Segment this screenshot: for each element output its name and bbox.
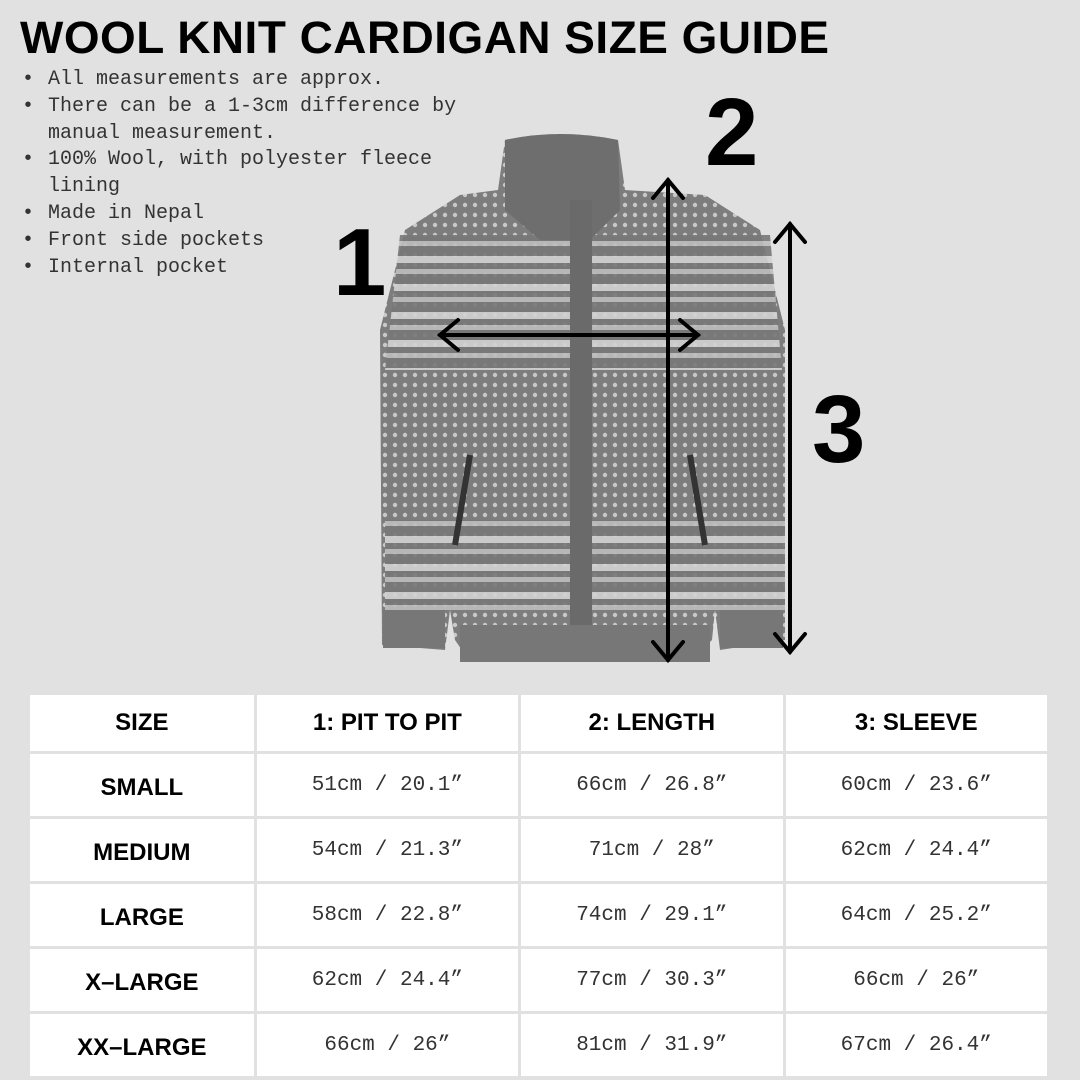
note-item: Internal pocket <box>22 255 508 282</box>
table-row: LARGE 58cm / 22.8” 74cm / 29.1” 64cm / 2… <box>30 884 1047 946</box>
cardigan-illustration <box>380 134 807 664</box>
header-pit-to-pit: 1: PIT TO PIT <box>256 695 519 751</box>
note-item: All measurements are approx. <box>22 67 508 94</box>
size-label: LARGE <box>30 884 254 946</box>
size-table: SIZE 1: PIT TO PIT 2: LENGTH 3: SLEEVE S… <box>27 692 1050 1079</box>
length-value: 74cm / 29.1” <box>521 884 783 946</box>
sleeve-arrow <box>773 220 807 656</box>
length-value: 71cm / 28” <box>521 819 783 881</box>
sleeve-value: 64cm / 25.2” <box>785 884 1047 946</box>
size-label: XX–LARGE <box>30 1014 254 1076</box>
pit-to-pit-arrow <box>436 318 702 352</box>
size-label: SMALL <box>30 754 254 816</box>
sleeve-value: 67cm / 26.4” <box>785 1014 1047 1076</box>
length-arrow <box>651 176 685 664</box>
table-row: SMALL 51cm / 20.1” 66cm / 26.8” 60cm / 2… <box>30 754 1047 816</box>
length-value: 66cm / 26.8” <box>521 754 783 816</box>
note-item: Made in Nepal <box>22 201 508 228</box>
pit-to-pit-value: 58cm / 22.8” <box>256 884 519 946</box>
pit-to-pit-value: 54cm / 21.3” <box>256 819 519 881</box>
table-row: MEDIUM 54cm / 21.3” 71cm / 28” 62cm / 24… <box>30 819 1047 881</box>
sleeve-value: 62cm / 24.4” <box>785 819 1047 881</box>
header-length: 2: LENGTH <box>521 695 783 751</box>
note-item: There can be a 1-3cm difference by manua… <box>22 94 508 148</box>
length-value: 77cm / 30.3” <box>521 949 783 1011</box>
table-header-row: SIZE 1: PIT TO PIT 2: LENGTH 3: SLEEVE <box>30 695 1047 751</box>
pit-to-pit-value: 51cm / 20.1” <box>256 754 519 816</box>
size-label: X–LARGE <box>30 949 254 1011</box>
note-item: 100% Wool, with polyester fleece lining <box>22 147 508 201</box>
table-row: XX–LARGE 66cm / 26” 81cm / 31.9” 67cm / … <box>30 1014 1047 1076</box>
note-item: Front side pockets <box>22 228 508 255</box>
marker-3-sleeve: 3 <box>812 376 866 483</box>
page-title: WOOL KNIT CARDIGAN SIZE GUIDE <box>20 12 830 63</box>
feature-notes: All measurements are approx. There can b… <box>22 67 508 281</box>
pit-to-pit-value: 62cm / 24.4” <box>256 949 519 1011</box>
sleeve-value: 60cm / 23.6” <box>785 754 1047 816</box>
table-row: X–LARGE 62cm / 24.4” 77cm / 30.3” 66cm /… <box>30 949 1047 1011</box>
size-label: MEDIUM <box>30 819 254 881</box>
header-size: SIZE <box>30 695 254 751</box>
cardigan-image <box>380 134 785 662</box>
header-sleeve: 3: SLEEVE <box>785 695 1047 751</box>
marker-2-length: 2 <box>705 79 759 186</box>
sleeve-value: 66cm / 26” <box>785 949 1047 1011</box>
pit-to-pit-value: 66cm / 26” <box>256 1014 519 1076</box>
marker-1-pit-to-pit: 1 <box>333 209 387 316</box>
length-value: 81cm / 31.9” <box>521 1014 783 1076</box>
